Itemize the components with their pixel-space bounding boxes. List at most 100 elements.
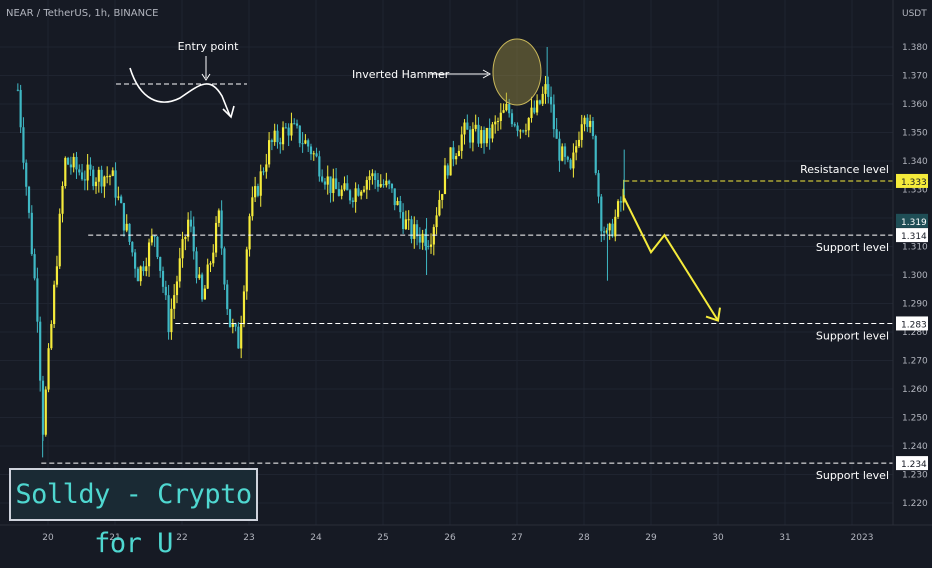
inverted-hammer-label: Inverted Hammer (352, 68, 450, 81)
candle-body (114, 170, 117, 198)
candle-body (577, 139, 581, 147)
candle-body (201, 274, 204, 300)
chart-title: NEAR / TetherUS, 1h, BINANCE (6, 8, 158, 19)
candle-body (326, 176, 329, 185)
candle-body (591, 120, 595, 136)
candle-body (452, 147, 455, 160)
candle-body (482, 130, 486, 144)
price-tick-label: 1.350 (902, 129, 928, 139)
candle-body (80, 172, 84, 180)
candle-body (382, 184, 385, 186)
candle-body (27, 186, 31, 213)
time-axis[interactable]: 20 21 22 23 24 25 26 27 28 29 30 31 2023 (0, 524, 932, 543)
candle-body (139, 266, 142, 282)
candle-body (55, 266, 59, 285)
candle-body (212, 252, 215, 264)
inverted-hammer-annotation: Inverted Hammer (352, 68, 492, 81)
candle-body (466, 122, 469, 130)
candle-body (254, 186, 257, 198)
candle-body (16, 89, 19, 91)
candle-body (170, 308, 173, 333)
candle-body (505, 103, 508, 111)
candle-body (19, 89, 22, 128)
price-tick-label: 1.360 (902, 100, 928, 110)
candle-body (544, 84, 547, 94)
candle-body (404, 219, 407, 230)
candle-body (547, 84, 550, 97)
candle-body (335, 178, 338, 190)
candle-body (69, 164, 72, 168)
candle-body (343, 183, 346, 190)
entry-point-label: Entry point (178, 40, 240, 53)
candle-body (438, 199, 441, 216)
candle-body (530, 107, 533, 119)
axis-unit-label: USDT (902, 9, 927, 19)
candle-body (432, 227, 435, 245)
candle-body (488, 127, 491, 139)
candle-body (136, 268, 139, 282)
last-price-badge (896, 213, 928, 228)
candle-body (441, 194, 444, 200)
candle-body (164, 286, 167, 296)
candle-body (608, 223, 611, 231)
candle-body (75, 156, 78, 170)
candle-body (480, 130, 483, 144)
inverted-hammer-highlight (492, 38, 542, 106)
candle-body (572, 152, 575, 169)
candle-body (245, 249, 248, 292)
candle-body (410, 219, 413, 239)
price-tick-label: 1.340 (902, 157, 928, 167)
resistance-level-label: Resistance level (800, 163, 889, 176)
price-tick-label: 1.330 (902, 186, 928, 196)
candle-body (83, 179, 86, 181)
time-tick-label: 31 (779, 533, 790, 543)
candle-body (103, 176, 106, 187)
candle-body (388, 180, 391, 184)
candle-body (469, 129, 472, 143)
chart-canvas[interactable]: Resistance level Support level Support lev… (0, 0, 932, 550)
candle-body (558, 138, 561, 161)
candle-body (234, 323, 237, 327)
candle-body (178, 258, 181, 282)
price-tick-label: 1.250 (902, 414, 928, 424)
candle-body (332, 178, 335, 194)
candle-body (175, 281, 179, 296)
time-tick-label: 23 (243, 533, 254, 543)
candle-body (131, 241, 134, 253)
candle-body (460, 134, 463, 151)
candle-body (167, 295, 170, 333)
candle-body (569, 159, 572, 169)
candle-body (184, 236, 187, 240)
candle-body (301, 143, 304, 145)
candle-body (173, 295, 176, 309)
time-tick-label: 20 (42, 533, 54, 543)
price-label-support-3: 1.234 (901, 460, 927, 470)
candle-body (563, 146, 567, 157)
candle-body (192, 226, 195, 252)
candle-body (312, 153, 315, 155)
time-tick-label: 22 (176, 533, 187, 543)
candle-body (368, 176, 371, 181)
last-price-label: 1.319 (901, 218, 927, 228)
price-axis[interactable]: 1.3801.3701.3601.3501.3401.3301.3201.310… (892, 0, 932, 550)
candle-body (92, 169, 95, 187)
candle-body (304, 140, 307, 144)
candle-body (262, 171, 265, 173)
candle-body (198, 274, 201, 279)
candle-body (128, 223, 131, 242)
price-label-support-1-bg (896, 228, 928, 243)
candle-body (268, 140, 271, 165)
candle-body (125, 223, 128, 231)
candle-body (228, 309, 232, 327)
candle-body (315, 153, 318, 157)
support-level-2-label: Support level (816, 329, 889, 342)
candle-body (524, 130, 528, 132)
candle-body (189, 219, 193, 227)
candle-body (463, 122, 466, 135)
candle-body (214, 222, 218, 253)
candle-body (348, 190, 352, 201)
candle-body (30, 212, 33, 255)
candle-body (594, 135, 597, 174)
candle-body (203, 288, 206, 300)
